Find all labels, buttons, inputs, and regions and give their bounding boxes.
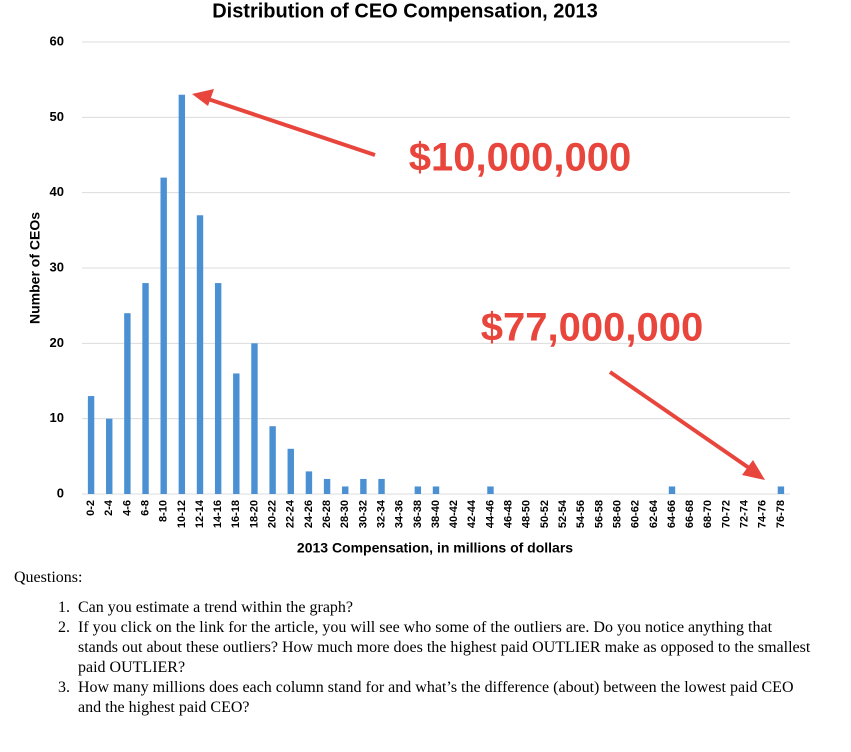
bar <box>323 478 331 494</box>
x-tick-label: 14-16 <box>212 500 224 528</box>
y-axis-label: Number of CEOs <box>27 212 43 324</box>
bar <box>360 478 367 494</box>
x-tick-label: 54-56 <box>575 500 587 528</box>
x-tick-label: 46-48 <box>503 500 515 528</box>
x-tick-label: 68-70 <box>702 500 714 528</box>
x-tick-label: 76-78 <box>775 500 787 528</box>
x-tick-label: 56-58 <box>593 500 605 528</box>
x-tick-label: 74-76 <box>757 500 769 528</box>
x-tick-label: 52-54 <box>557 499 569 528</box>
chart: Distribution of CEO Compensation, 2013 2… <box>27 0 790 556</box>
x-tick-label: 20-22 <box>267 500 279 528</box>
question: If you click on the link for the article… <box>74 618 814 678</box>
bar <box>106 418 113 494</box>
x-tick-label: 40-42 <box>448 500 460 528</box>
y-tick-label: 30 <box>50 259 64 274</box>
x-tick-label: 8-10 <box>158 500 170 522</box>
x-tick-label: 70-72 <box>720 500 732 528</box>
x-tick-label: 26-28 <box>321 500 333 528</box>
arrow-head <box>192 89 214 106</box>
x-tick-label: 24-26 <box>303 500 315 528</box>
x-tick-label: 16-18 <box>230 500 242 528</box>
arrow <box>608 370 754 472</box>
y-tick-label: 0 <box>57 485 64 500</box>
x-tick-label: 30-32 <box>357 500 369 528</box>
x-tick-label: 60-62 <box>630 500 642 528</box>
x-tick-label: 62-64 <box>648 499 660 528</box>
bar <box>777 486 785 494</box>
questions-heading: Questions: <box>14 569 83 586</box>
y-tick-label: 50 <box>50 109 64 124</box>
bar <box>233 373 240 494</box>
bar <box>87 396 95 494</box>
x-tick-label: 4-6 <box>121 500 133 516</box>
questions: Questions: Can you estimate a trend with… <box>14 568 814 718</box>
bar <box>196 215 204 494</box>
x-tick-label: 10-12 <box>176 500 188 528</box>
bar <box>414 486 422 494</box>
arrow <box>204 96 376 157</box>
x-tick-label: 22-24 <box>285 499 297 528</box>
bar <box>287 448 294 494</box>
bar <box>251 343 258 494</box>
x-tick-label: 34-36 <box>394 500 406 528</box>
bar <box>178 94 186 494</box>
question: Can you estimate a trend within the grap… <box>74 598 814 618</box>
x-tick-label: 6-8 <box>139 500 151 516</box>
x-tick-label: 32-34 <box>375 499 387 528</box>
annotation: $10,000,000 <box>409 136 631 180</box>
question-list: Can you estimate a trend within the grap… <box>14 598 814 718</box>
x-tick-label: 42-44 <box>466 499 478 528</box>
y-tick-label: 20 <box>50 335 64 350</box>
bar <box>432 486 440 494</box>
bar <box>487 486 494 494</box>
x-tick-label: 12-14 <box>194 499 206 528</box>
question: How many millions does each column stand… <box>74 678 814 718</box>
bar <box>269 426 276 494</box>
arrow-head <box>742 460 765 480</box>
bar <box>214 283 222 494</box>
x-tick-label: 72-74 <box>739 499 751 528</box>
bar <box>142 283 149 494</box>
y-tick-label: 40 <box>50 184 64 199</box>
x-tick-label: 66-68 <box>684 500 696 528</box>
x-tick-label: 44-46 <box>484 500 496 528</box>
annotation: $77,000,000 <box>481 306 703 350</box>
x-tick-label: 18-20 <box>248 500 260 528</box>
bar <box>124 313 131 494</box>
x-tick-label: 50-52 <box>539 500 551 528</box>
x-tick-label: 28-30 <box>339 500 351 528</box>
bar <box>342 486 349 494</box>
y-tick-label: 10 <box>50 410 64 425</box>
x-tick-label: 38-40 <box>430 500 442 528</box>
bar <box>378 478 385 494</box>
x-axis-label: 2013 Compensation, in millions of dollar… <box>297 540 573 556</box>
bar <box>305 471 313 494</box>
x-tick-label: 58-60 <box>611 500 623 528</box>
y-tick-label: 60 <box>50 33 64 48</box>
bar <box>668 486 676 494</box>
x-tick-label: 48-50 <box>521 500 533 528</box>
annotations: $10,000,000 $77,000,000 <box>192 89 765 480</box>
x-tick-label: 0-2 <box>85 500 97 516</box>
x-tick-label: 64-66 <box>666 500 678 528</box>
chart-title: Distribution of CEO Compensation, 2013 <box>212 0 598 22</box>
x-tick-label: 2-4 <box>103 499 115 516</box>
bar <box>160 177 167 494</box>
x-tick-label: 36-38 <box>412 500 424 528</box>
